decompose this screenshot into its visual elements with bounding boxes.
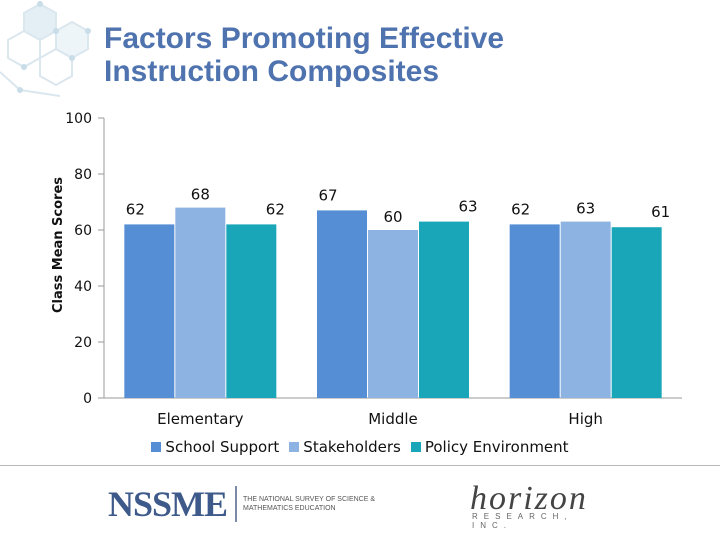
data-label: 68 xyxy=(191,186,210,204)
legend-label: Policy Environment xyxy=(424,438,569,456)
y-tick-label: 0 xyxy=(83,391,92,407)
bar-stakeholders-middle xyxy=(368,230,418,398)
data-label: 62 xyxy=(511,200,530,218)
legend-swatch xyxy=(289,442,300,452)
chart-title-line-2: Instruction Composites xyxy=(104,55,440,88)
data-label: 67 xyxy=(318,186,337,204)
data-label: 61 xyxy=(651,203,670,221)
bar-school-support-elementary xyxy=(124,224,175,398)
nssme-logo: NSSME THE NATIONAL SURVEY OF SCIENCE & M… xyxy=(108,486,383,522)
legend-item: Policy Environment xyxy=(410,438,569,456)
nssme-logo-divider xyxy=(235,486,238,522)
legend-label: School Support xyxy=(165,438,280,456)
legend-swatch xyxy=(410,442,421,452)
legend-item: School Support xyxy=(151,438,279,456)
x-category-label: High xyxy=(568,410,602,428)
bar-school-support-middle xyxy=(317,210,367,398)
data-label: 63 xyxy=(576,200,595,218)
y-tick-label: 40 xyxy=(74,279,92,295)
nssme-logo-text: NSSME xyxy=(108,484,228,524)
legend-item: Stakeholders xyxy=(289,438,401,456)
chart-legend: School Support Stakeholders Policy Environ… xyxy=(0,438,720,456)
horizon-research-logo: horizon RESEARCH, INC. xyxy=(470,480,620,530)
bar-policy-environment-elementary xyxy=(226,224,277,398)
y-tick-label: 20 xyxy=(74,335,92,351)
data-label: 62 xyxy=(266,200,285,218)
x-category-label: Elementary xyxy=(157,410,243,428)
bar-chart: Class Mean Scores 0 20 40 60 80 100 62 68 62 67 6… xyxy=(51,111,682,428)
bar-policy-environment-middle xyxy=(419,221,469,398)
horizon-logo-script: horizon xyxy=(470,480,588,517)
y-tick-label: 60 xyxy=(74,223,92,239)
bar-policy-environment-high xyxy=(611,227,662,398)
hexagon-decoration xyxy=(0,1,91,97)
footer-divider xyxy=(0,465,720,466)
data-label: 62 xyxy=(126,200,145,218)
legend-swatch xyxy=(151,442,162,452)
x-category-label: Middle xyxy=(368,410,418,428)
y-tick-label: 100 xyxy=(65,111,92,127)
nssme-logo-subtitle: THE NATIONAL SURVEY OF SCIENCE & MATHEMA… xyxy=(243,496,376,512)
chart-title-line-1: Factors Promoting Effective xyxy=(104,22,505,55)
horizon-logo-subtitle: RESEARCH, INC. xyxy=(472,512,573,530)
legend-label: Stakeholders xyxy=(303,438,401,456)
bar-school-support-high xyxy=(509,224,560,398)
chart-title: Factors Promoting Effective Instruction … xyxy=(104,22,664,88)
bar-stakeholders-high xyxy=(560,221,611,398)
data-label: 60 xyxy=(383,208,402,226)
data-label: 63 xyxy=(458,198,477,216)
bar-stakeholders-elementary xyxy=(175,207,226,398)
y-axis-label: Class Mean Scores xyxy=(51,177,66,313)
y-tick-label: 80 xyxy=(74,167,92,183)
